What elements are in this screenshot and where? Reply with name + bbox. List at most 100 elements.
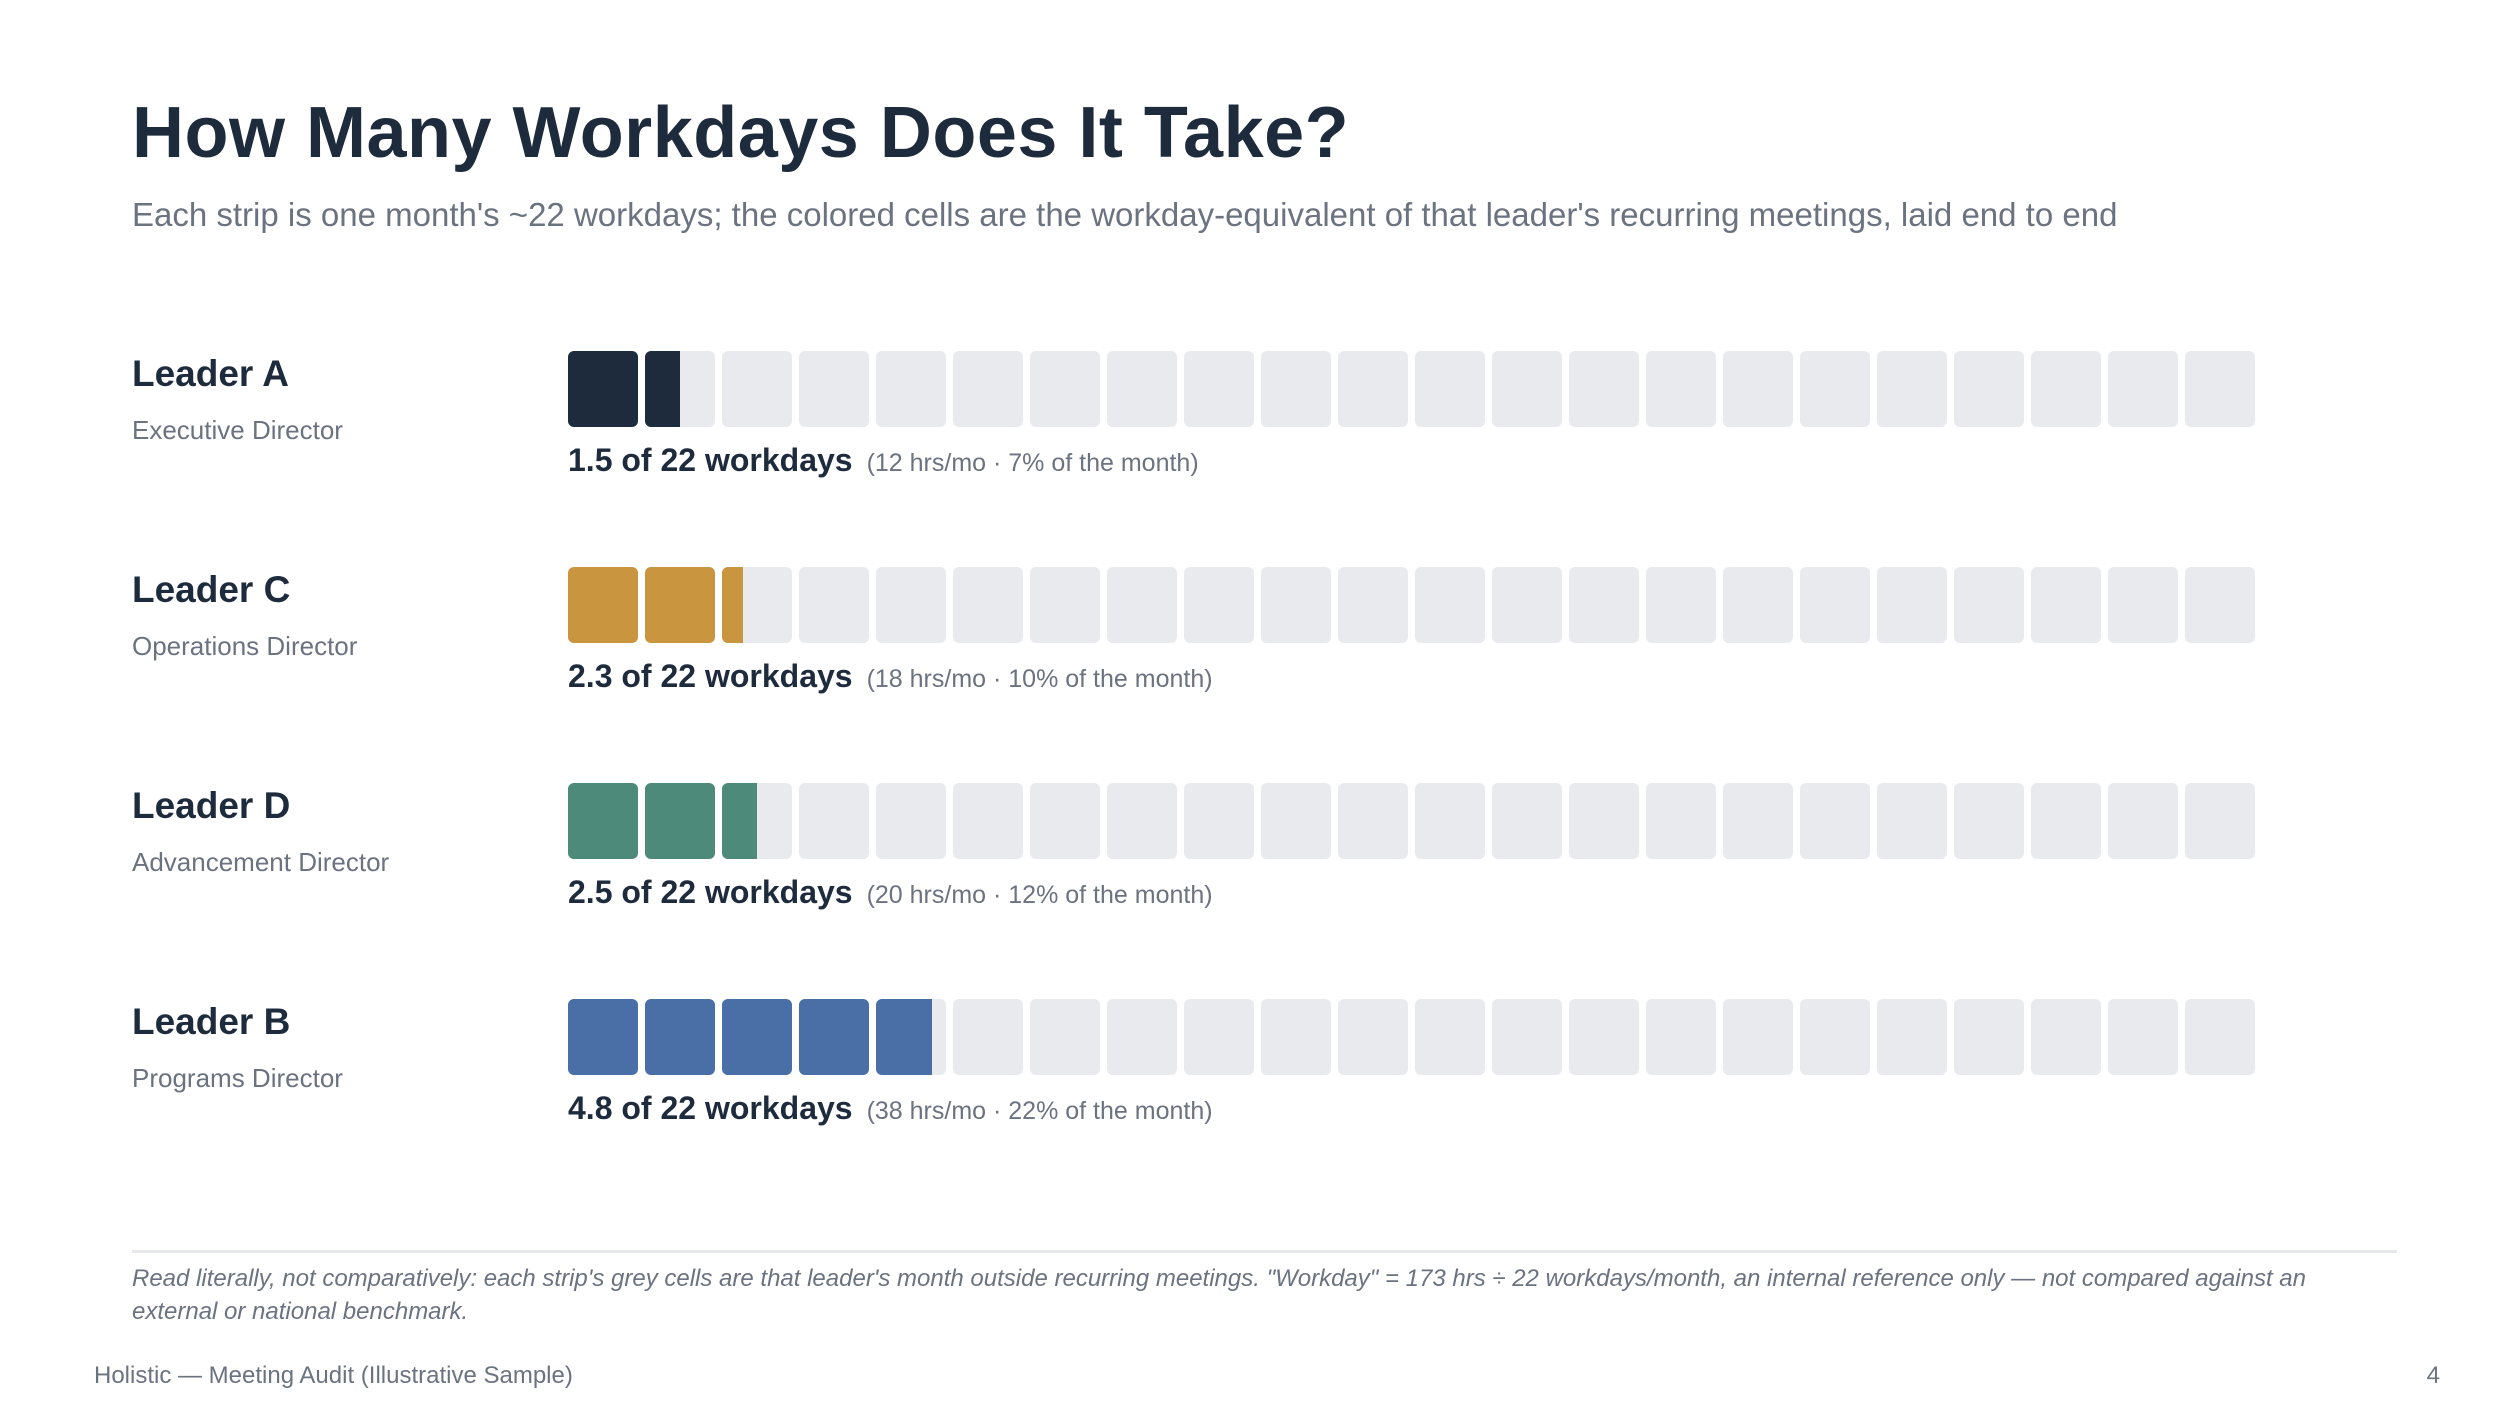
workday-cell — [645, 783, 715, 859]
meeting-fill — [645, 351, 680, 427]
workday-cell — [1415, 999, 1485, 1075]
workday-cell — [2108, 783, 2178, 859]
workday-cell — [2108, 999, 2178, 1075]
workday-cell — [1954, 999, 2024, 1075]
workday-stat: 2.3 of 22 workdays (18 hrs/mo · 10% of th… — [568, 656, 1213, 703]
meeting-fill — [568, 999, 638, 1075]
workday-cell — [1877, 567, 1947, 643]
leader-name: Leader C — [132, 569, 291, 610]
leader-name: Leader B — [132, 1001, 291, 1042]
workday-cell — [1184, 351, 1254, 427]
workday-cell — [1261, 351, 1331, 427]
workday-cell — [568, 567, 638, 643]
workday-cell — [1492, 783, 1562, 859]
workday-cell — [2108, 567, 2178, 643]
workday-cell — [953, 351, 1023, 427]
workday-cell — [1954, 567, 2024, 643]
workday-cell — [876, 783, 946, 859]
workday-cell — [876, 351, 946, 427]
workday-cell — [2185, 999, 2255, 1075]
footer-label: Holistic — Meeting Audit (Illustrative S… — [94, 1362, 573, 1389]
page-number: 4 — [2426, 1362, 2440, 1389]
workday-cell — [722, 783, 792, 859]
workday-stat: 1.5 of 22 workdays (12 hrs/mo · 7% of the… — [568, 440, 1199, 487]
stat-main: 4.8 of 22 workdays — [568, 1090, 853, 1126]
workday-cell — [1492, 351, 1562, 427]
workday-cell — [1415, 351, 1485, 427]
meeting-fill — [645, 783, 715, 859]
leader-role: Advancement Director — [132, 847, 390, 877]
leader-role: Operations Director — [132, 631, 358, 661]
workday-cell — [1030, 783, 1100, 859]
leader-name: Leader D — [132, 785, 291, 826]
workday-strip — [568, 999, 2268, 1075]
workday-cell — [1184, 783, 1254, 859]
workday-strip — [568, 351, 2268, 427]
meeting-fill — [645, 567, 715, 643]
workday-cell — [568, 351, 638, 427]
workday-cell — [1877, 999, 1947, 1075]
workday-cell — [2031, 783, 2101, 859]
workday-cell — [2031, 351, 2101, 427]
workday-stat: 4.8 of 22 workdays (38 hrs/mo · 22% of th… — [568, 1088, 1213, 1135]
workday-cell — [2185, 783, 2255, 859]
workday-cell — [1107, 783, 1177, 859]
leader-name: Leader A — [132, 353, 289, 394]
workday-cell — [1107, 999, 1177, 1075]
workday-cell — [2108, 351, 2178, 427]
workday-cell — [1184, 999, 1254, 1075]
leader-row: Leader A Executive Director 1.5 of 22 work… — [0, 351, 2500, 522]
workday-cell — [1800, 351, 1870, 427]
page-title: How Many Workdays Does It Take? — [132, 93, 1350, 173]
workday-cell — [1184, 567, 1254, 643]
workday-cell — [1569, 783, 1639, 859]
leader-row: Leader D Advancement Director 2.5 of 22 wo… — [0, 783, 2500, 954]
workday-cell — [1338, 783, 1408, 859]
workday-cell — [1261, 783, 1331, 859]
stat-main: 1.5 of 22 workdays — [568, 442, 853, 478]
workday-cell — [2185, 351, 2255, 427]
workday-cell — [2031, 567, 2101, 643]
meeting-fill — [568, 351, 638, 427]
workday-cell — [799, 783, 869, 859]
stat-detail: (12 hrs/mo · 7% of the month) — [866, 449, 1199, 477]
workday-cell — [645, 351, 715, 427]
workday-cell — [645, 567, 715, 643]
workday-cell — [1415, 783, 1485, 859]
workday-cell — [1492, 567, 1562, 643]
meeting-fill — [876, 999, 932, 1075]
workday-cell — [1261, 567, 1331, 643]
workday-cell — [1107, 351, 1177, 427]
leader-row: Leader B Programs Director 4.8 of 22 workd… — [0, 999, 2500, 1170]
workday-cell — [1030, 999, 1100, 1075]
workday-cell — [799, 351, 869, 427]
workday-cell — [953, 999, 1023, 1075]
workday-cell — [1723, 999, 1793, 1075]
workday-cell — [876, 999, 946, 1075]
workday-cell — [799, 999, 869, 1075]
workday-cell — [2031, 999, 2101, 1075]
workday-cell — [1954, 351, 2024, 427]
workday-cell — [1954, 783, 2024, 859]
workday-cell — [1569, 567, 1639, 643]
workday-cell — [1030, 351, 1100, 427]
workday-cell — [1569, 999, 1639, 1075]
footnote-divider — [132, 1250, 2397, 1253]
meeting-fill — [722, 999, 792, 1075]
workday-cell — [1723, 783, 1793, 859]
workday-cell — [1338, 351, 1408, 427]
workday-cell — [953, 567, 1023, 643]
workday-cell — [1569, 351, 1639, 427]
workday-cell — [1415, 567, 1485, 643]
workday-stat: 2.5 of 22 workdays (20 hrs/mo · 12% of th… — [568, 872, 1213, 919]
leader-role: Programs Director — [132, 1063, 343, 1093]
meeting-fill — [568, 783, 638, 859]
workday-cell — [1646, 351, 1716, 427]
workday-cell — [1723, 567, 1793, 643]
stat-detail: (38 hrs/mo · 22% of the month) — [866, 1097, 1213, 1125]
workday-cell — [722, 999, 792, 1075]
meeting-fill — [645, 999, 715, 1075]
workday-cell — [1492, 999, 1562, 1075]
workday-cell — [645, 999, 715, 1075]
workday-cell — [1877, 783, 1947, 859]
